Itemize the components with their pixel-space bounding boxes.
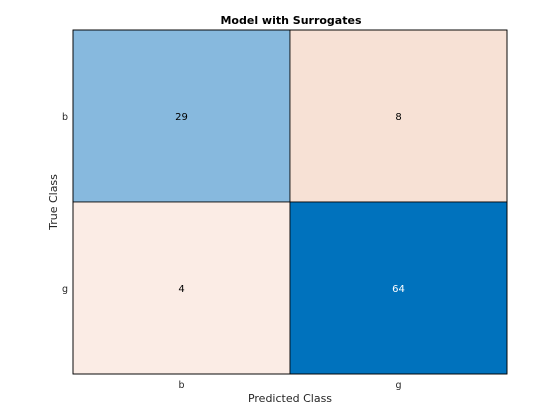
x-tick-label-b: b [178,380,184,391]
x-axis-label: Predicted Class [248,392,332,405]
cell-b-g [289,29,508,203]
cell-value-g-g: 64 [392,284,405,295]
cell-value-b-g: 8 [395,112,401,123]
plot-border [72,29,508,375]
ticks-layer: b g b g [62,112,402,391]
cells-layer: 29 8 4 64 [72,29,508,375]
cell-value-g-b: 4 [178,284,184,295]
cell-g-b [72,201,291,375]
cell-b-b [72,29,291,203]
cell-g-g [289,201,508,375]
chart-title: Model with Surrogates [220,14,361,27]
cell-value-b-b: 29 [175,112,188,123]
x-tick-label-g: g [395,380,401,391]
y-tick-label-b: b [62,112,68,123]
y-tick-label-g: g [62,284,68,295]
y-axis-label: True Class [47,174,60,231]
